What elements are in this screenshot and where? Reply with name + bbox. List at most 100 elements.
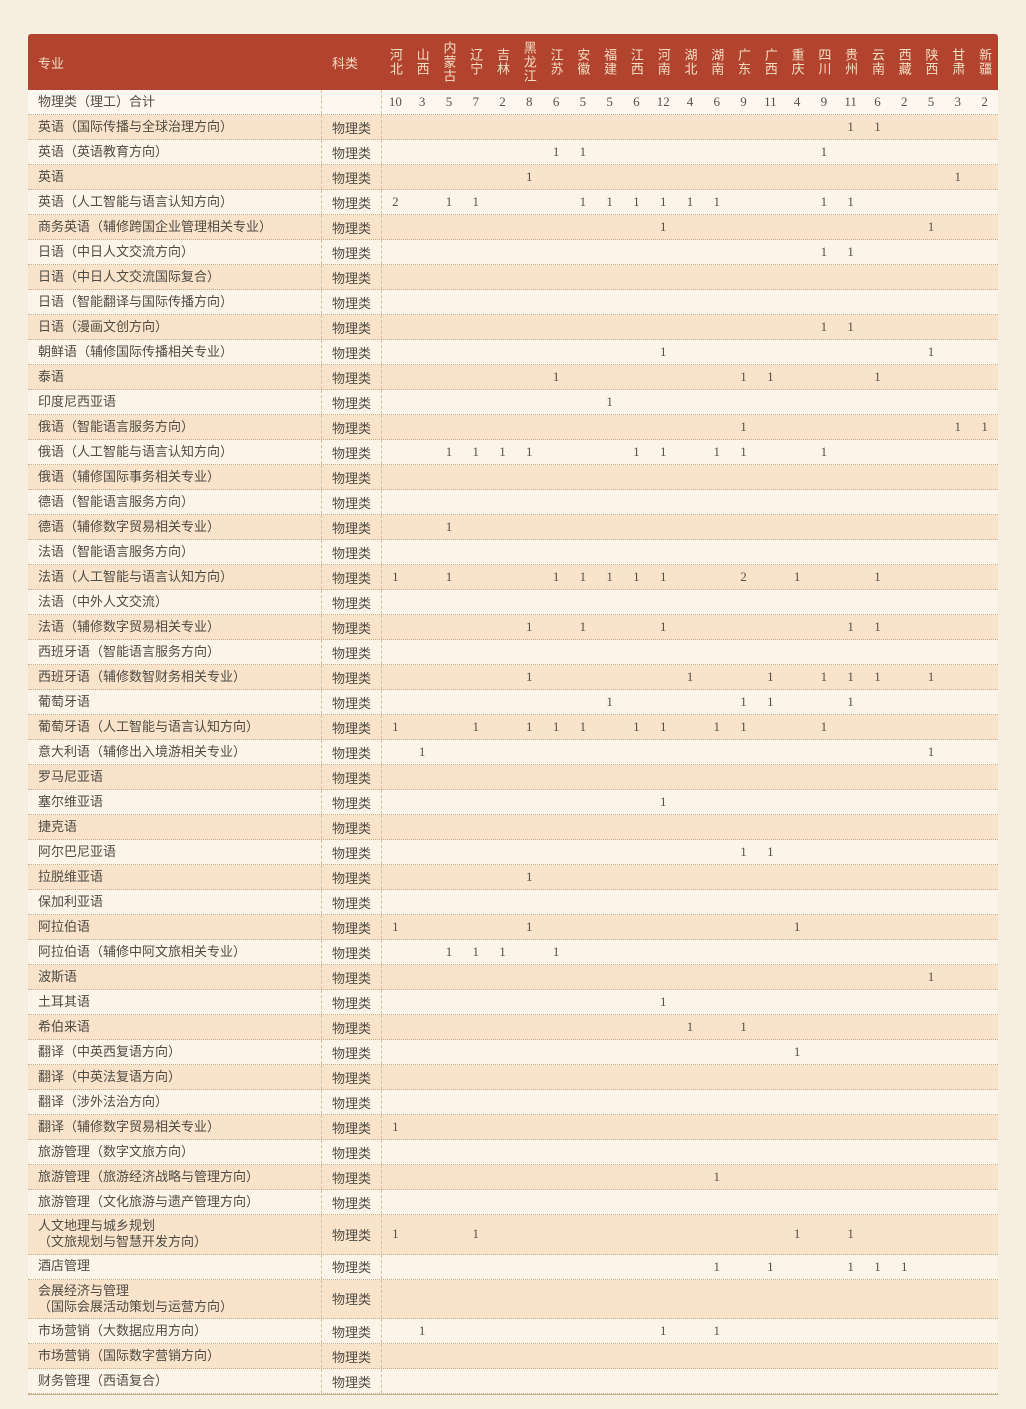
value-cell [436, 265, 463, 289]
value-cell [837, 1040, 864, 1064]
value-cell [596, 1369, 623, 1393]
major-cell: 日语（漫画文创方向） [28, 315, 322, 339]
value-cell: 1 [767, 694, 774, 709]
totals-value-cell: 5 [579, 94, 587, 109]
value-cell [918, 1319, 945, 1343]
value-cell [462, 890, 489, 914]
value-cell [944, 465, 971, 489]
header-province-10: 江西 [623, 34, 650, 90]
value-cell: 1 [686, 669, 694, 684]
major-name: 翻译（涉外法治方向） [38, 1093, 169, 1109]
value-cell [730, 515, 757, 539]
totals-value-cell: 12 [656, 94, 670, 109]
value-cell [677, 1369, 704, 1393]
totals-value-cell: 5 [927, 94, 935, 109]
value-cell [784, 440, 811, 464]
value-cell [623, 815, 650, 839]
value-cell: 1 [793, 569, 801, 584]
value-cell [891, 1015, 918, 1039]
major-name: 市场营销（国际数字营销方向） [38, 1347, 221, 1363]
value-cell [409, 1344, 436, 1368]
value-cell [623, 540, 650, 564]
value-cell [837, 365, 864, 389]
value-cell [543, 1090, 570, 1114]
table-row: 阿拉伯语（辅修中阿文旅相关专业） 物理类 1 1 1 1 [28, 940, 998, 965]
value-cell [703, 1015, 730, 1039]
value-cells [382, 765, 998, 789]
totals-value-cell: 4 [793, 94, 801, 109]
major-name: 希伯来语 [38, 1018, 91, 1034]
header-province-label: 山西 [414, 48, 430, 76]
value-cell [757, 1115, 784, 1139]
value-cell [864, 315, 891, 339]
value-cell [569, 990, 596, 1014]
value-cell [569, 790, 596, 814]
value-cell [864, 240, 891, 264]
value-cells [382, 1140, 998, 1164]
value-cell [409, 715, 436, 739]
value-cell [543, 590, 570, 614]
value-cell [864, 265, 891, 289]
table-row: 英语（英语教育方向） 物理类 1 1 1 [28, 140, 998, 165]
value-cell [382, 890, 409, 914]
value-cell [864, 515, 891, 539]
table-row: 塞尔维亚语 物理类 1 [28, 790, 998, 815]
value-cell [971, 1090, 998, 1114]
value-cell: 1 [874, 119, 881, 134]
value-cell [516, 840, 543, 864]
value-cell [864, 765, 891, 789]
value-cell [918, 415, 945, 439]
totals-value-cell: 10 [388, 94, 402, 109]
value-cell [569, 640, 596, 664]
value-cell [623, 1040, 650, 1064]
value-cell: 1 [847, 319, 854, 334]
value-cell [623, 615, 650, 639]
value-cell [382, 865, 409, 889]
header-province-13: 湖南 [703, 34, 730, 90]
value-cell [811, 515, 838, 539]
major-cell: 俄语（智能语言服务方向） [28, 415, 322, 439]
value-cell [650, 1165, 677, 1189]
value-cell [382, 765, 409, 789]
table-row: 英语（国际传播与全球治理方向） 物理类 1 1 [28, 115, 998, 140]
value-cell [891, 390, 918, 414]
value-cells: 1 1 1 1 [382, 365, 998, 389]
value-cell [703, 640, 730, 664]
value-cell [409, 540, 436, 564]
value-cell [811, 765, 838, 789]
value-cell [516, 540, 543, 564]
value-cell [971, 690, 998, 714]
major-cell: 阿拉伯语 [28, 915, 322, 939]
value-cell [811, 640, 838, 664]
table-row: 俄语（辅修国际事务相关专业） 物理类 [28, 465, 998, 490]
value-cell [489, 640, 516, 664]
value-cell [703, 1190, 730, 1214]
value-cell [543, 1065, 570, 1089]
value-cell [944, 1280, 971, 1319]
value-cell [623, 865, 650, 889]
value-cell [409, 815, 436, 839]
value-cell: 1 [954, 419, 962, 434]
value-cell [730, 990, 757, 1014]
major-name: 翻译（辅修数字贸易相关专业） [38, 1118, 221, 1134]
major-cell: 波斯语 [28, 965, 322, 989]
value-cell [382, 365, 409, 389]
value-cell: 1 [847, 619, 854, 634]
value-cell [569, 515, 596, 539]
value-cell [516, 965, 543, 989]
value-cell [864, 490, 891, 514]
value-cell [462, 765, 489, 789]
table-row: 英语 物理类 1 1 [28, 165, 998, 190]
value-cell [918, 165, 945, 189]
value-cell: 1 [981, 419, 988, 434]
value-cell [489, 915, 516, 939]
value-cell [918, 440, 945, 464]
totals-value-cell: 4 [686, 94, 694, 109]
value-cell [543, 915, 570, 939]
value-cell [596, 440, 623, 464]
value-cell [757, 1319, 784, 1343]
value-cell [489, 1165, 516, 1189]
value-cell [837, 340, 864, 364]
value-cell [650, 290, 677, 314]
